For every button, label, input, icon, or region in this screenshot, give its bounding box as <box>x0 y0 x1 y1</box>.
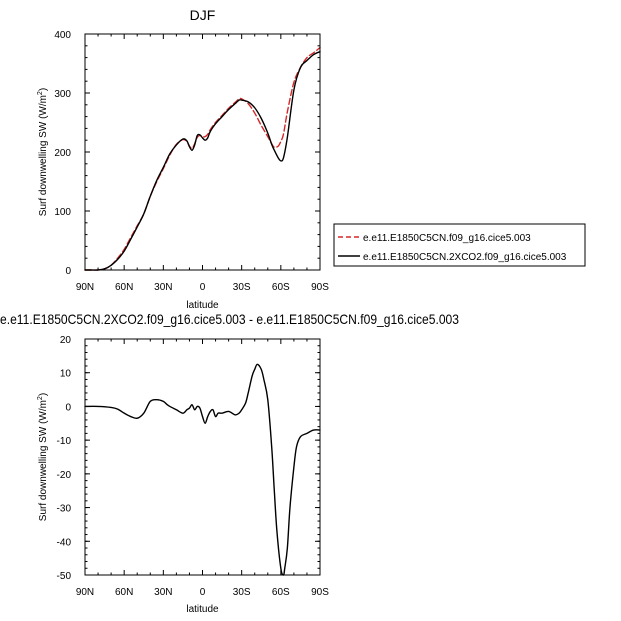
bottom-y-axis-title-main: Surf downwelling SW (W/m <box>38 400 49 521</box>
bottom-y-tick-label: -10 <box>57 436 72 447</box>
top-y-tick-label: 0 <box>65 266 71 277</box>
top-x-tick-label: 60N <box>115 282 133 293</box>
legend-label-control: e.e11.E1850C5CN.f09_g16.cice5.003 <box>363 233 531 244</box>
top-y-tick-label: 400 <box>54 30 71 41</box>
top-series-group <box>84 46 321 271</box>
top-y-axis-title-close: ) <box>38 88 49 91</box>
top-series-line-1 <box>84 51 321 271</box>
bottom-series-group <box>84 363 321 576</box>
bottom-y-axis-title: Surf downwelling SW (W/m2) <box>37 393 49 521</box>
top-y-axis-title: Surf downwelling SW (W/m2) <box>37 88 49 216</box>
top-x-tick-label: 0 <box>200 282 206 293</box>
bottom-series-line-0 <box>84 363 321 576</box>
legend: e.e11.E1850C5CN.f09_g16.cice5.003 e.e11.… <box>333 223 586 267</box>
top-ticks-group: 90N 60N 30N 0 30S 60S 90S 0 100 200 300 400 <box>54 30 329 293</box>
bottom-x-tick-label: 60N <box>115 587 133 598</box>
bottom-ticks-group: 90N 60N 30N 0 30S 60S 90S -50 -40 -30 -20 -10 0 10 20 <box>57 335 330 598</box>
top-y-axis-title-main: Surf downwelling SW (W/m <box>38 95 49 216</box>
top-y-axis-title-sup: 2 <box>37 91 44 95</box>
top-chart: DJF 90N 60N 30N 0 30S 60S 90S 0 100 200 300 400 lat… <box>37 7 329 311</box>
bottom-y-tick-label: 10 <box>60 369 72 380</box>
top-series-line-0 <box>84 46 321 271</box>
legend-label-2xco2: e.e11.E1850C5CN.2XCO2.f09_g16.cice5.003 <box>363 252 567 263</box>
top-y-tick-label: 300 <box>54 89 71 100</box>
bottom-y-tick-label: -20 <box>57 470 72 481</box>
top-chart-title: DJF <box>190 7 216 23</box>
bottom-x-tick-label: 30N <box>154 587 172 598</box>
bottom-plot-frame <box>84 338 321 576</box>
bottom-x-tick-label: 30S <box>233 587 251 598</box>
bottom-x-tick-label: 60S <box>272 587 290 598</box>
bottom-x-tick-label: 90N <box>76 587 94 598</box>
top-x-tick-label: 30S <box>233 282 251 293</box>
bottom-chart-title: e.e11.E1850C5CN.2XCO2.f09_g16.cice5.003 … <box>0 311 459 327</box>
top-y-tick-label: 100 <box>54 207 71 218</box>
top-x-axis-title: latitude <box>186 300 219 311</box>
bottom-x-axis-title: latitude <box>186 604 219 615</box>
top-y-tick-label: 200 <box>54 148 71 159</box>
bottom-y-tick-label: 0 <box>65 402 71 413</box>
bottom-y-tick-label: 20 <box>60 335 72 346</box>
top-x-tick-label: 60S <box>272 282 290 293</box>
bottom-y-tick-label: -50 <box>57 571 72 582</box>
top-plot-frame <box>84 33 321 271</box>
bottom-y-tick-label: -40 <box>57 537 72 548</box>
bottom-y-axis-title-sup: 2 <box>37 396 44 400</box>
bottom-x-tick-label: 90S <box>311 587 329 598</box>
top-x-tick-label: 30N <box>154 282 172 293</box>
bottom-y-tick-label: -30 <box>57 504 72 515</box>
bottom-x-tick-label: 0 <box>200 587 206 598</box>
top-x-tick-label: 90N <box>76 282 94 293</box>
bottom-chart: e.e11.E1850C5CN.2XCO2.f09_g16.cice5.003 … <box>0 311 459 615</box>
top-x-tick-label: 90S <box>311 282 329 293</box>
legend-box <box>333 223 586 267</box>
bottom-y-axis-title-close: ) <box>38 393 49 396</box>
